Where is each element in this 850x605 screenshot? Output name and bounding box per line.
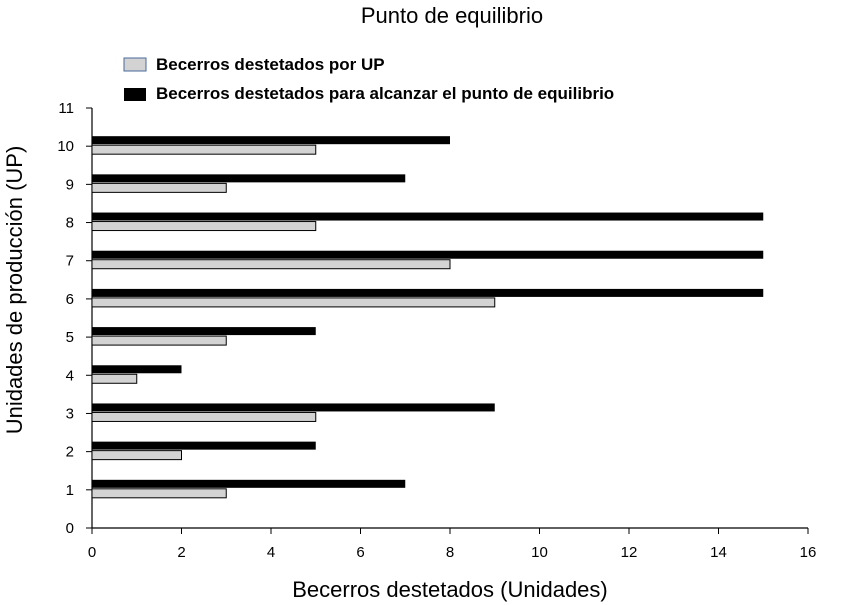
x-axis-label: Becerros destetados (Unidades) — [292, 577, 608, 602]
y-tick-label: 7 — [66, 253, 74, 270]
bar-equilibrium — [92, 250, 764, 259]
y-tick-label: 3 — [66, 405, 74, 422]
bar-per-up — [91, 411, 317, 422]
bar-equilibrium — [92, 479, 406, 488]
bar-per-up — [91, 259, 451, 270]
y-tick-label: 6 — [66, 291, 74, 308]
bar-equilibrium — [92, 403, 495, 412]
bar-per-up — [91, 182, 227, 193]
x-tick-label: 6 — [356, 544, 364, 561]
x-tick-label: 10 — [531, 544, 548, 561]
y-tick-label: 10 — [57, 138, 74, 155]
chart-title: Punto de equilibrio — [361, 3, 543, 28]
y-axis-label: Unidades de producción (UP) — [2, 146, 27, 435]
bar-per-up — [91, 335, 227, 346]
x-tick-label: 16 — [800, 544, 817, 561]
bar-per-up — [91, 221, 317, 232]
y-tick-label: 2 — [66, 444, 74, 461]
legend-label-series-2: Becerros destetados para alcanzar el pun… — [156, 84, 614, 103]
bar-equilibrium — [92, 212, 764, 221]
bar-equilibrium — [92, 288, 764, 297]
bar-equilibrium — [92, 327, 316, 336]
bar-per-up — [91, 488, 227, 499]
x-tick-label: 12 — [621, 544, 638, 561]
bar-per-up — [91, 373, 138, 384]
y-tick-label: 11 — [58, 100, 74, 117]
bar-per-up — [91, 144, 317, 155]
bar-equilibrium — [92, 174, 406, 183]
x-tick-label: 2 — [177, 544, 185, 561]
x-tick-label: 8 — [446, 544, 454, 561]
bar-equilibrium — [92, 441, 316, 450]
bar-equilibrium — [92, 136, 450, 145]
x-tick-label: 4 — [267, 544, 275, 561]
bar-per-up — [91, 297, 496, 308]
y-tick-label: 9 — [66, 176, 74, 193]
bar-per-up — [91, 450, 182, 461]
y-tick-label: 4 — [66, 367, 74, 384]
y-tick-label: 1 — [66, 482, 74, 499]
x-tick-label: 0 — [88, 544, 96, 561]
legend: Becerros destetados por UP Becerros dest… — [123, 55, 614, 103]
bar-equilibrium — [92, 365, 182, 374]
x-tick-label: 14 — [710, 544, 727, 561]
y-tick-label: 0 — [66, 520, 74, 537]
y-tick-label: 5 — [66, 329, 74, 346]
legend-label-series-1: Becerros destetados por UP — [156, 55, 385, 74]
legend-swatch-gray — [123, 57, 147, 72]
y-tick-label: 8 — [66, 215, 74, 232]
legend-swatch-black — [124, 88, 146, 101]
